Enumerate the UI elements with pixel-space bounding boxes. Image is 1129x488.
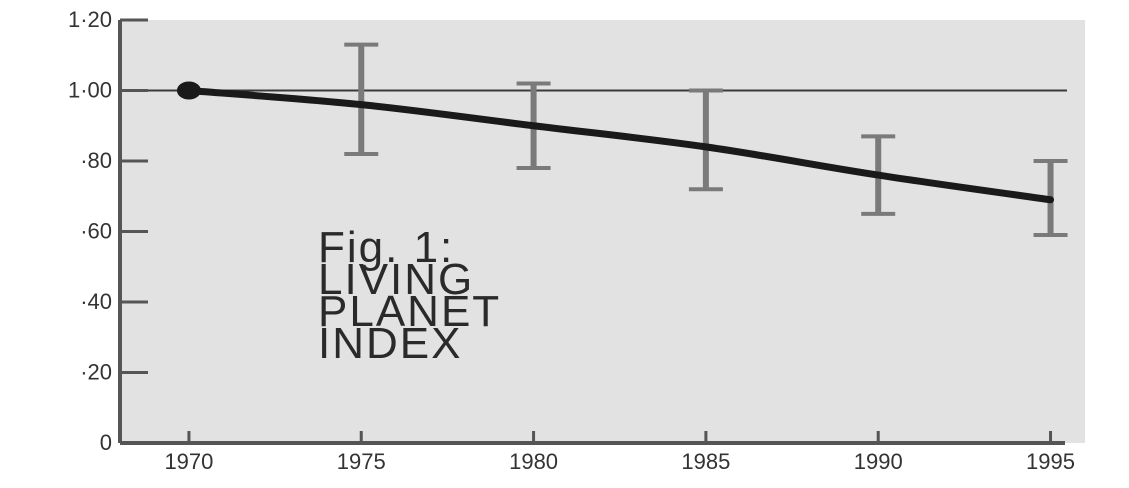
y-tick-label: 1·20 [68,7,112,32]
x-tick-label: 1980 [509,449,558,474]
figure-annotation-line: PLANET [318,287,501,336]
x-tick-label: 1995 [1026,449,1075,474]
figure-annotation-line: INDEX [318,319,462,368]
plot-background [120,20,1085,443]
error-bar [688,88,723,192]
y-tick-label: ·60 [80,219,112,244]
error-bar [344,42,379,156]
y-tick-label: 0 [100,430,112,455]
figure-annotation-line: Fig. 1: [318,223,454,272]
y-tick-label: ·20 [80,360,112,385]
y-tick-label: ·80 [80,148,112,173]
x-tick-label: 1990 [854,449,903,474]
x-tick-label: 1975 [337,449,386,474]
x-tick-label: 1970 [164,449,213,474]
index-line [185,87,1055,204]
figure-annotation-line: LIVING [318,255,474,304]
baseline-point-marker [176,81,201,100]
y-tick-label: ·40 [80,289,112,314]
y-tick-label: 1·00 [68,78,112,103]
x-tick-label: 1985 [681,449,730,474]
